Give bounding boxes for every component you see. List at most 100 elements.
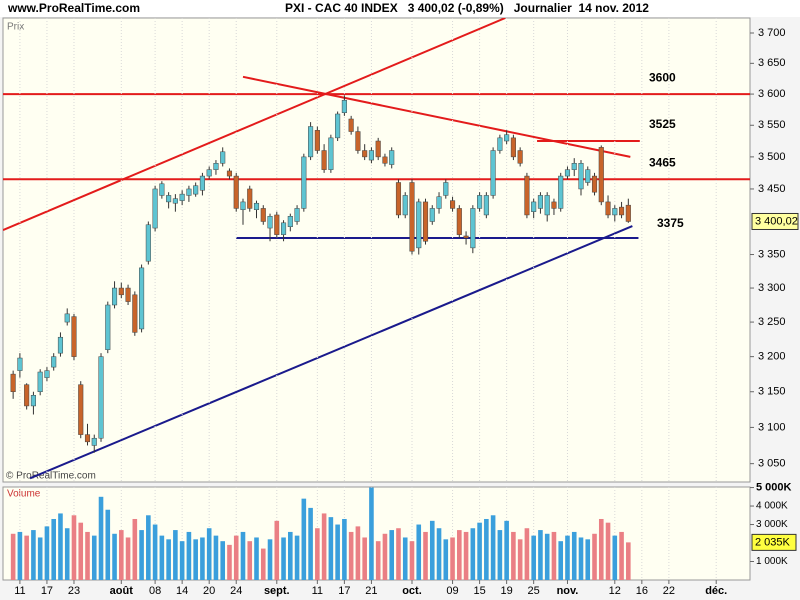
- volume-bar: [497, 530, 503, 580]
- candle-body: [159, 183, 165, 196]
- candle-body: [247, 188, 253, 209]
- volume-bar: [132, 518, 138, 580]
- copyright: © ProRealTime.com: [6, 471, 96, 482]
- volume-bar: [571, 531, 577, 580]
- volume-bar: [443, 539, 449, 580]
- candle-body: [260, 208, 266, 222]
- candle-body: [409, 182, 415, 252]
- candle-body: [145, 224, 151, 262]
- volume-bar: [139, 530, 144, 580]
- last-volume-box: [751, 533, 797, 551]
- candle-body: [470, 208, 476, 249]
- candle-body: [78, 384, 84, 435]
- y-tick-label: 5 000K: [756, 481, 792, 493]
- candle-body: [213, 163, 219, 170]
- volume-bar: [558, 541, 564, 580]
- y-tick-label: 1 000K: [756, 556, 788, 567]
- volume-bar: [551, 531, 557, 580]
- volume-bar: [348, 531, 354, 580]
- candle-body: [598, 147, 604, 203]
- x-tick-label: nov.: [557, 585, 579, 597]
- volume-bar: [37, 537, 43, 580]
- candle-body: [477, 195, 483, 209]
- x-tick-label: 14: [176, 585, 188, 597]
- candle-body: [44, 370, 50, 378]
- candle-body: [490, 150, 496, 196]
- candle-body: [558, 175, 564, 209]
- candle-body: [51, 356, 57, 368]
- candle-body: [30, 395, 36, 407]
- candle-body: [416, 201, 422, 249]
- x-tick-label: 19: [501, 585, 513, 597]
- y-tick-label: 3 000K: [756, 519, 788, 530]
- volume-bar: [362, 537, 367, 580]
- candle-body: [132, 294, 138, 333]
- candle-body: [463, 235, 469, 239]
- volume-bar: [605, 522, 611, 580]
- candle-body: [443, 182, 449, 196]
- volume-bar: [382, 533, 388, 580]
- volume-bar: [490, 515, 496, 580]
- candle-body: [10, 373, 16, 392]
- volume-bar: [531, 535, 536, 580]
- last-price-box: [751, 212, 799, 230]
- candle-body: [280, 222, 287, 235]
- candle-body: [389, 150, 395, 165]
- volume-bar: [260, 548, 266, 580]
- x-tick-label: 23: [68, 585, 80, 597]
- candle-body: [98, 356, 104, 439]
- volume-bar: [58, 513, 63, 580]
- volume-bar: [105, 509, 111, 580]
- volume-bar: [423, 531, 428, 580]
- x-tick-label: 12: [609, 585, 621, 597]
- volume-bar: [389, 530, 395, 580]
- volume-bar: [626, 542, 631, 580]
- volume-bar: [31, 530, 36, 580]
- volume-bar: [612, 535, 618, 580]
- candle-body: [105, 304, 111, 350]
- volume-bar: [51, 518, 57, 580]
- last-price-label: 3 400,02: [755, 215, 798, 227]
- volume-bar: [369, 487, 374, 580]
- candle-body: [362, 150, 368, 158]
- y-tick-label: 3 600: [758, 88, 786, 100]
- volume-bar: [119, 530, 124, 580]
- x-tick-label: sept.: [264, 585, 290, 597]
- candle-body: [619, 206, 625, 216]
- volume-bar: [315, 528, 320, 580]
- y-tick-label: 3 250: [758, 316, 786, 328]
- price-clip: [3, 18, 750, 480]
- candle-body: [321, 150, 327, 170]
- candle-body: [348, 118, 354, 132]
- candle-body: [71, 316, 77, 357]
- volume-bar: [71, 515, 77, 580]
- volume-bar: [450, 537, 455, 580]
- candle-body: [172, 198, 178, 204]
- candle-body: [267, 216, 273, 229]
- volume-bar: [240, 531, 246, 580]
- volume-bar: [416, 524, 422, 580]
- candle-body: [524, 175, 530, 216]
- candle-body: [125, 287, 131, 302]
- candle-body: [328, 137, 334, 170]
- volume-bar: [538, 530, 543, 580]
- volume-bar: [335, 524, 340, 580]
- volume-bar: [294, 535, 300, 580]
- volume-bar: [233, 535, 239, 580]
- y-tick-label: 3 350: [758, 248, 786, 260]
- site: www.ProRealTime.com: [7, 1, 140, 15]
- price-panel: [2, 17, 751, 483]
- candle-body: [564, 169, 571, 177]
- candle-body: [605, 201, 611, 216]
- x-tick-label: août: [110, 585, 134, 597]
- volume-bar: [10, 533, 16, 580]
- y-tick-label: 4 000K: [756, 501, 788, 512]
- candle-body: [585, 169, 591, 183]
- x-tick-label: déc.: [705, 585, 727, 597]
- candle-body: [551, 201, 557, 209]
- candle-body: [517, 150, 523, 164]
- x-tick-label: 16: [636, 585, 648, 597]
- volume-bar: [44, 526, 50, 580]
- candle-body: [37, 371, 43, 392]
